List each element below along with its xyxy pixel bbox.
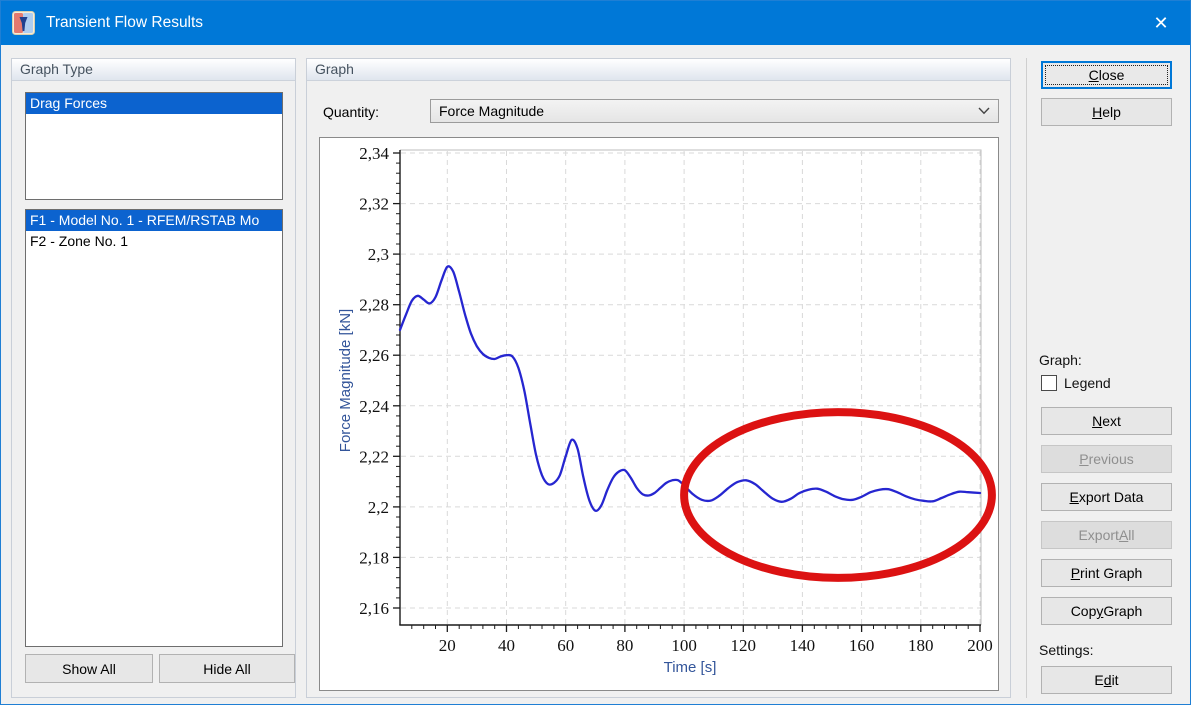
svg-text:80: 80	[616, 636, 633, 655]
svg-text:2,16: 2,16	[359, 599, 389, 618]
svg-text:200: 200	[967, 636, 993, 655]
window-close-button[interactable]: ✕	[1132, 1, 1190, 45]
legend-checkbox-label: Legend	[1064, 375, 1111, 391]
graph-type-listbox[interactable]: Drag Forces	[25, 92, 283, 200]
svg-text:2,34: 2,34	[359, 144, 389, 163]
svg-text:2,28: 2,28	[359, 296, 389, 315]
svg-text:2,22: 2,22	[359, 447, 389, 466]
title-bar[interactable]: Transient Flow Results ✕	[1, 1, 1190, 45]
panel-separator	[1026, 58, 1027, 698]
series-listbox[interactable]: F1 - Model No. 1 - RFEM/RSTAB Mo F2 - Zo…	[25, 209, 283, 647]
list-item-f1-model[interactable]: F1 - Model No. 1 - RFEM/RSTAB Mo	[26, 210, 282, 231]
quantity-value: Force Magnitude	[439, 103, 545, 119]
chart-canvas: 2,16 2,18 2,2 2,22 2,24 2,26 2,28 2,3 2,32 2,34 20…	[337, 144, 996, 676]
svg-text:2,18: 2,18	[359, 548, 389, 567]
svg-text:140: 140	[790, 636, 816, 655]
svg-text:2,26: 2,26	[359, 346, 389, 365]
graph-type-panel-header: Graph Type	[12, 59, 295, 81]
show-all-button[interactable]: Show All	[25, 654, 153, 683]
svg-text:2,2: 2,2	[368, 498, 389, 517]
transient-flow-results-dialog: Transient Flow Results ✕ Graph Type Drag…	[0, 0, 1191, 705]
force-curve	[398, 265, 982, 512]
svg-text:60: 60	[557, 636, 574, 655]
chevron-down-icon	[978, 107, 990, 115]
svg-text:180: 180	[908, 636, 934, 655]
y-axis-title: Force Magnitude [kN]	[337, 309, 354, 452]
graph-panel-header: Graph	[307, 59, 1010, 81]
svg-text:100: 100	[671, 636, 697, 655]
svg-text:2,32: 2,32	[359, 195, 389, 214]
list-item-drag-forces[interactable]: Drag Forces	[26, 93, 282, 114]
chart: 2,16 2,18 2,2 2,22 2,24 2,26 2,28 2,3 2,32 2,34 20…	[319, 137, 999, 691]
graph-type-panel: Graph Type Drag Forces F1 - Model No. 1 …	[11, 58, 296, 698]
annotation-ellipse	[680, 408, 996, 582]
graph-section-label: Graph:	[1039, 352, 1082, 368]
quantity-label: Quantity:	[323, 104, 380, 120]
graph-panel: Graph Quantity: Force Magnitude 2,16 2,18…	[306, 58, 1011, 698]
close-icon: ✕	[1153, 12, 1169, 33]
svg-text:160: 160	[849, 636, 875, 655]
svg-text:2,3: 2,3	[368, 245, 389, 264]
quantity-select[interactable]: Force Magnitude	[430, 99, 999, 123]
svg-text:120: 120	[731, 636, 757, 655]
legend-checkbox-box[interactable]	[1041, 375, 1057, 391]
x-axis-title: Time [s]	[664, 659, 717, 676]
window-title: Transient Flow Results	[46, 14, 204, 31]
svg-text:2,24: 2,24	[359, 397, 389, 416]
svg-text:40: 40	[498, 636, 515, 655]
copy-graph-button[interactable]: Cop y Graph	[1041, 597, 1172, 625]
list-item-f2-zone[interactable]: F2 - Zone No. 1	[30, 233, 129, 249]
app-icon	[12, 11, 35, 35]
settings-section-label: Settings:	[1039, 642, 1094, 658]
hide-all-button[interactable]: Hide All	[159, 654, 295, 683]
svg-text:20: 20	[439, 636, 456, 655]
legend-checkbox[interactable]: Legend	[1041, 375, 1111, 391]
